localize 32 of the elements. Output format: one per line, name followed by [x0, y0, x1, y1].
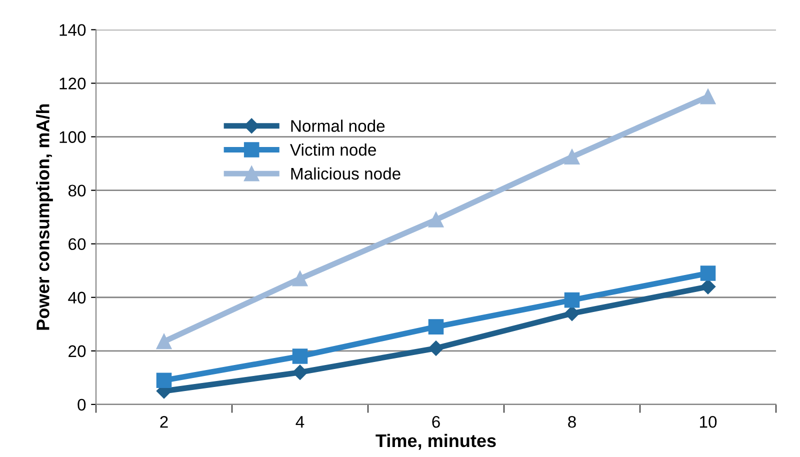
legend-label: Normal node: [291, 120, 385, 132]
point: [428, 319, 444, 334]
point: [564, 149, 580, 164]
x-tick-label: 4: [296, 416, 304, 428]
x-axis-title: Time, minutes: [376, 434, 496, 450]
x-tick-label: 2: [160, 416, 168, 428]
point: [292, 364, 308, 380]
point: [564, 306, 580, 322]
y-tick-label: 20: [68, 345, 86, 358]
y-tick-label: 0: [78, 398, 86, 411]
point: [700, 88, 716, 104]
y-tick-label: 100: [60, 131, 86, 143]
point: [428, 340, 444, 356]
point: [700, 279, 716, 294]
point: [292, 271, 308, 286]
legend-label: Victim node: [290, 144, 376, 156]
y-tick-label: 60: [68, 238, 86, 250]
y-tick-label: 120: [60, 78, 86, 90]
y-tick-label: 40: [68, 292, 86, 304]
point: [428, 212, 444, 228]
point: [292, 348, 308, 364]
point: [156, 372, 172, 388]
y-axis-title: Power consumption, mA/h: [36, 104, 53, 330]
x-tick-label: 8: [568, 416, 576, 428]
point: [156, 334, 172, 350]
point: [700, 266, 716, 281]
x-tick-label: 6: [432, 416, 440, 428]
x-tick-label: 10: [700, 416, 717, 428]
point: [564, 292, 580, 308]
legend-label: Malicious node: [291, 167, 400, 180]
y-tick-label: 80: [68, 184, 86, 197]
y-tick-label: 140: [60, 24, 86, 36]
